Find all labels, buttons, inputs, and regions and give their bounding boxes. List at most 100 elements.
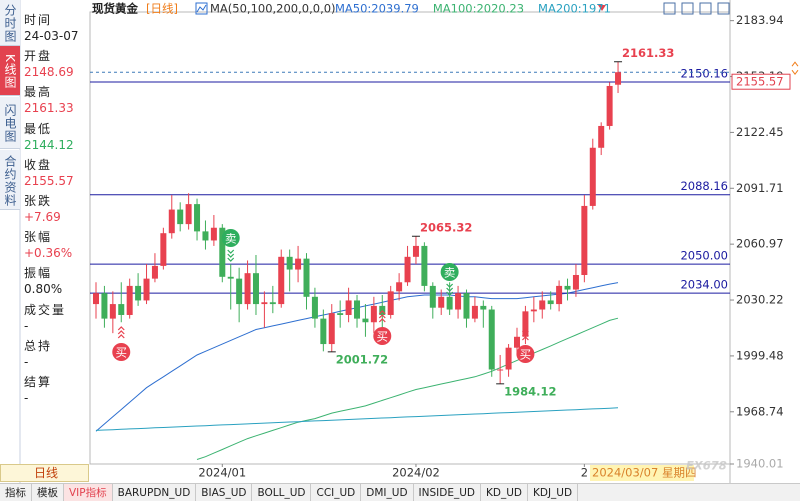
icon-button[interactable] [699,2,712,15]
candle-body [109,304,116,319]
signal-badge [516,345,535,363]
candle-body [463,293,470,319]
candle-body [556,285,563,305]
candle-body [429,285,436,308]
info-value: - [24,318,29,333]
side-tab[interactable]: 分时图 [0,0,20,46]
candle-body [572,274,579,290]
signal: 卖 [440,263,459,296]
cursor-date-bg [590,465,694,481]
signal-arrow [446,287,454,292]
candle-body [295,258,302,270]
annotation: 2001.72 [336,352,388,366]
info-label: 结算 [24,375,53,389]
candle-body [252,273,259,305]
icon-button[interactable] [663,2,676,15]
side-tab[interactable]: K线图 [0,46,20,96]
candle-body [261,302,268,305]
toolbar-tab[interactable]: CCI_UD [311,484,362,501]
info-value: +7.69 [24,210,61,224]
y-tick-label: 1940.01 [736,457,784,471]
candle-body [126,285,133,315]
signal-badge [221,229,240,247]
info-label: 最高 [24,85,53,100]
candle-body [412,245,419,257]
signal: 卖 [221,229,240,262]
toolbar-tab[interactable]: BIAS_UD [196,484,253,501]
icon-button[interactable] [681,2,694,15]
toolbar-tab[interactable]: BARUPDN_UD [113,484,197,501]
signal-arrow [117,330,125,335]
signal-arrow [117,334,125,339]
signal-arrow [378,318,386,323]
signal-arrow [521,336,529,341]
toolbar-tab[interactable]: 模板 [32,484,64,501]
candle-body [471,305,478,319]
toolbar-tab[interactable]: KDJ_UD [528,484,579,501]
signal-arrow [378,314,386,319]
side-tab[interactable]: 合约资料 [0,150,20,210]
signal-badge [112,343,131,361]
candle-body [446,296,453,310]
candle-body [219,227,226,277]
candle-body [404,256,411,283]
signal-arrow [521,328,529,333]
candle-body [438,296,445,308]
signal-text: 卖 [444,266,456,280]
toolbar-tab[interactable]: VIP指标 [64,484,113,501]
toolbar-tab[interactable]: BOLL_UD [252,484,312,501]
signal-arrow [521,332,529,337]
candle-body [522,311,529,337]
candle-body [143,278,150,301]
candle-body [311,296,318,319]
candle-body [455,293,462,310]
y-tick-label: 2122.45 [736,125,784,139]
collapse-arrow[interactable] [598,5,606,11]
toolbar-tab[interactable]: DMI_UD [361,484,414,501]
candle-body [93,293,99,305]
candle-body [168,209,175,234]
candle-body [505,347,512,370]
x-tick-label: 2024/02 [392,466,440,480]
candle-body [210,227,217,241]
signal-arrow [446,291,454,296]
signal: 买 [373,310,392,345]
candle-body [244,273,251,305]
candle-body [354,300,361,319]
price-line-label: 2088.16 [680,179,728,193]
info-value: - [24,354,29,369]
signal-arrow [227,253,235,258]
candle-body [480,305,487,310]
side-tab[interactable]: 闪电图 [0,97,20,149]
candle-body [185,204,192,225]
candle-body [530,309,537,312]
period: [日线] [146,2,178,16]
toolbar-tab[interactable]: KD_UD [481,484,528,501]
info-label: 张幅 [24,230,53,245]
annotation: 2065.32 [420,221,472,235]
legend-entry: MA200:1971 [538,2,611,16]
candle-body [151,265,158,279]
x-tick-label: 2 [581,466,588,480]
candle-body [118,304,125,315]
indicator-icon[interactable] [195,2,208,15]
last-price-label: 2155.57 [736,75,784,89]
signal-badge [373,327,392,345]
last-price-tag [731,73,791,90]
y-tick-label: 2060.97 [736,237,784,251]
candle-body [135,285,142,301]
cursor-date: 2024/03/07 星期四 [592,466,696,480]
toolbar-tab[interactable]: INSIDE_UD [414,484,481,501]
icon-button[interactable] [717,2,730,15]
candle-body [615,72,622,85]
signal-arrow [378,310,386,315]
period-selector[interactable]: 日线 [0,464,89,482]
signal: 买 [516,328,535,363]
candle-body [547,300,554,305]
candle-body [362,318,369,323]
info-value: 2148.69 [24,65,74,80]
watermark: EX678 [686,459,727,473]
candle-body [278,256,285,305]
toolbar-tab[interactable]: 指标 [0,484,32,501]
